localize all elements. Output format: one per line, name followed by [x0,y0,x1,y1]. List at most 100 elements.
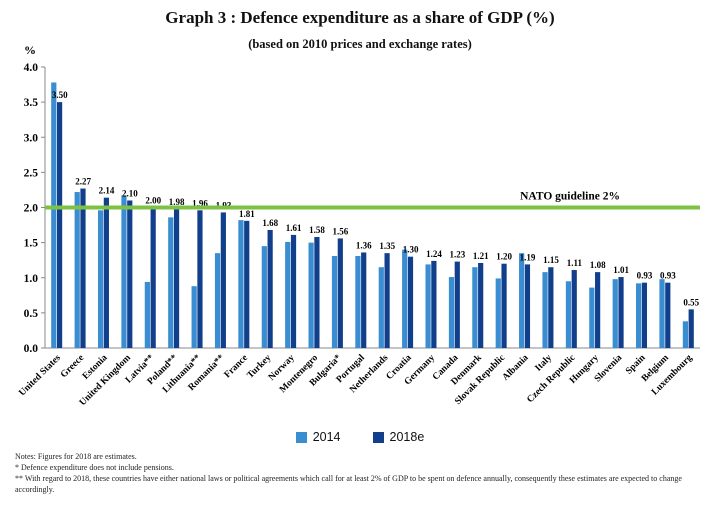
data-label: 1.58 [309,225,325,235]
bar-2014-8 [238,220,244,348]
nato-guideline-line [45,205,700,210]
bar-2018e-5 [173,208,180,348]
data-label: 1.15 [543,255,559,265]
data-label: 0.93 [660,271,676,281]
bar-2018e-2 [103,197,109,348]
bar-2018e-25 [641,282,648,348]
bar-2018e-18 [478,262,484,348]
data-label: 2.10 [122,188,138,198]
data-label: 1.19 [520,252,536,262]
bar-2014-11 [308,242,314,348]
data-label: 1.01 [613,265,629,275]
bar-2018e-3 [127,200,133,348]
y-tick-label: 0.5 [24,308,39,320]
bar-2014-24 [612,279,618,348]
y-tick-label: 1.0 [24,273,39,285]
bar-2014-15 [402,249,408,348]
bar-2014-25 [636,283,642,348]
legend-label-2014: 2014 [312,430,341,444]
legend-label-2018e: 2018e [389,430,425,444]
bar-2018e-7 [220,212,226,348]
bar-2014-19 [495,278,501,348]
y-tick-label: 3.5 [24,97,39,109]
legend-swatch-2018e [372,431,384,443]
data-label: 2.00 [145,196,161,206]
category-label: Albania [501,353,531,383]
bar-2014-2 [97,210,104,348]
bar-2014-16 [425,264,431,348]
y-tick-label: 3.0 [24,132,39,144]
bar-2014-0 [51,82,57,348]
bar-2014-12 [331,255,338,348]
y-axis-unit-label: % [24,43,36,57]
data-label: 1.98 [169,197,185,207]
bar-2018e-26 [665,282,671,348]
chart-notes: Notes: Figures for 2018 are estimates. *… [15,451,715,495]
bar-2018e-12 [337,238,343,348]
y-tick-label: 2.5 [24,167,39,179]
data-label: 1.21 [473,251,489,261]
bar-2014-3 [121,195,127,348]
data-label: 3.50 [52,90,68,100]
category-label: Italy [534,353,555,374]
data-label: 1.96 [192,198,208,208]
data-label: 2.27 [75,177,91,187]
bar-2018e-15 [407,256,414,348]
bar-2014-7 [214,253,221,348]
data-label: 2.14 [99,186,115,196]
bar-2018e-22 [571,270,577,348]
chart-title: Graph 3 : Defence expenditure as a share… [165,8,555,27]
bar-2014-14 [378,267,384,348]
nato-guideline-label: NATO guideline 2% [520,191,620,203]
bar-2018e-13 [361,252,367,348]
data-label: 1.61 [286,223,302,233]
bar-2018e-23 [595,272,601,348]
legend-item-2018e: 2018e [372,430,425,444]
bar-2018e-4 [150,207,156,348]
bar-chart: % 0.0 0.5 1.0 1.5 2.0 2.5 3.0 3.5 4.0 3.50 United S… [17,43,700,408]
bar-2018e-24 [618,277,624,348]
data-label: 1.11 [567,258,583,268]
bar-2018e-21 [548,267,554,348]
data-label: 1.08 [590,260,606,270]
y-tick-label: 2.0 [24,203,39,215]
bar-2014-6 [191,286,197,348]
bar-2014-22 [565,281,572,348]
bar-2014-17 [448,277,455,348]
data-label: 1.56 [333,226,349,236]
bar-2014-10 [285,241,291,348]
bar-2018e-14 [384,253,390,348]
note-estimates: Notes: Figures for 2018 are estimates. [15,452,137,461]
chart-legend: 2014 2018e [0,430,720,444]
legend-item-2014: 2014 [295,430,341,444]
data-label: 1.24 [426,249,442,259]
y-tick-label: 4.0 [24,62,39,74]
bar-2014-13 [355,255,361,348]
bar-2014-18 [472,267,478,348]
bar-2018e-11 [314,237,320,348]
legend-swatch-2014 [295,431,307,443]
data-label: 0.55 [683,297,699,307]
bar-2014-1 [74,192,80,348]
bar-2018e-17 [454,261,460,348]
bar-2014-27 [682,321,689,348]
bar-2014-4 [144,281,150,348]
data-label: 1.68 [262,218,278,228]
bar-2018e-8 [244,220,250,348]
data-label: 1.81 [239,209,255,219]
chart-subtitle: (based on 2010 prices and exchange rates… [248,37,472,51]
note-pensions: * Defence expenditure does not include p… [15,463,174,472]
data-label: 0.93 [637,271,653,281]
y-tick-label: 1.5 [24,238,39,250]
bar-2018e-1 [80,188,86,348]
category-label: France [223,353,250,380]
bar-2014-26 [659,279,665,348]
y-tick-label: 0.0 [24,343,39,355]
note-two-percent: ** With regard to 2018, these countries … [15,474,682,494]
bar-2018e-6 [197,210,203,348]
category-label: United States [17,353,63,399]
bar-2018e-19 [501,263,507,348]
bar-2018e-9 [267,229,273,348]
bar-2014-20 [519,253,525,348]
bar-2014-23 [589,287,595,348]
